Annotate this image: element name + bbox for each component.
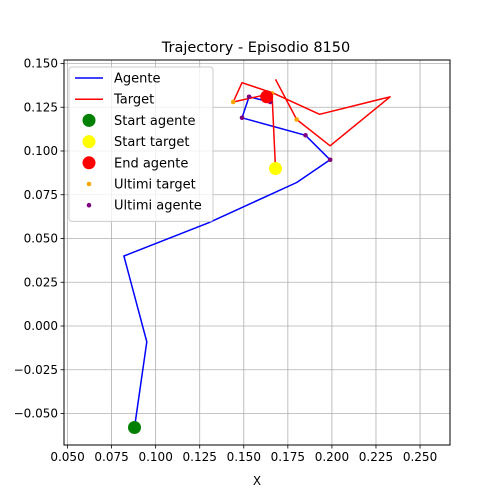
legend: Agente Target Start agente Start target End … — [68, 66, 214, 222]
ultimi-target-point — [230, 99, 236, 105]
start-agente-marker — [128, 421, 142, 434]
legend-label-ultimi-agente: Ultimi agente — [114, 199, 202, 214]
legend-swatch-ultimi-agente — [86, 202, 92, 208]
axis-ticks: 0.050 0.075 0.100 0.125 0.150 0.175 0.200 0.225… — [14, 57, 438, 465]
target-line — [232, 78, 391, 169]
x-tick-label: 0.175 — [271, 450, 305, 464]
y-tick-label: 0.150 — [24, 57, 58, 71]
legend-box — [68, 66, 214, 222]
x-tick-label: 0.125 — [183, 450, 217, 464]
plot-area — [123, 78, 391, 434]
end-agente-marker — [260, 90, 274, 104]
legend-label-start-agente: Start agente — [114, 114, 195, 129]
legend-swatch-start-agente — [82, 113, 96, 127]
x-tick-label: 0.250 — [403, 450, 437, 464]
legend-swatch-end-agente — [82, 156, 96, 170]
legend-label-ultimi-target: Ultimi target — [114, 178, 196, 193]
chart-title: Trajectory - Episodio 8150 — [161, 40, 350, 56]
ultimi-agente-point — [246, 94, 252, 100]
y-tick-label: 0.125 — [24, 100, 58, 114]
y-tick-label: 0.050 — [24, 232, 58, 246]
ultimi-agente-point — [239, 115, 245, 121]
legend-label-start-target: Start target — [114, 135, 189, 150]
y-tick-label: −0.025 — [14, 363, 58, 377]
ultimi-agente-point — [303, 132, 308, 138]
y-tick-label: 0.075 — [24, 188, 58, 202]
legend-label-agente: Agente — [114, 72, 160, 87]
x-tick-label: 0.150 — [227, 450, 261, 464]
x-axis-label: X — [253, 474, 261, 488]
x-tick-label: 0.200 — [315, 450, 349, 464]
y-tick-label: 0.025 — [24, 275, 58, 289]
x-tick-label: 0.050 — [50, 450, 84, 464]
x-tick-label: 0.225 — [359, 450, 393, 464]
start-target-marker — [269, 162, 283, 175]
y-tick-label: −0.050 — [14, 407, 58, 421]
ultimi-target-point — [294, 117, 299, 122]
ultimi-agente-point — [327, 157, 333, 163]
x-tick-label: 0.075 — [94, 450, 128, 464]
legend-swatch-ultimi-target — [86, 181, 92, 187]
legend-label-end-agente: End agente — [114, 156, 188, 171]
x-tick-label: 0.100 — [138, 450, 172, 464]
legend-swatch-start-target — [82, 135, 96, 149]
axes-frame — [63, 59, 451, 446]
y-tick-label: 0.000 — [24, 319, 58, 333]
y-tick-label: 0.100 — [24, 144, 58, 158]
legend-label-target: Target — [113, 93, 154, 108]
